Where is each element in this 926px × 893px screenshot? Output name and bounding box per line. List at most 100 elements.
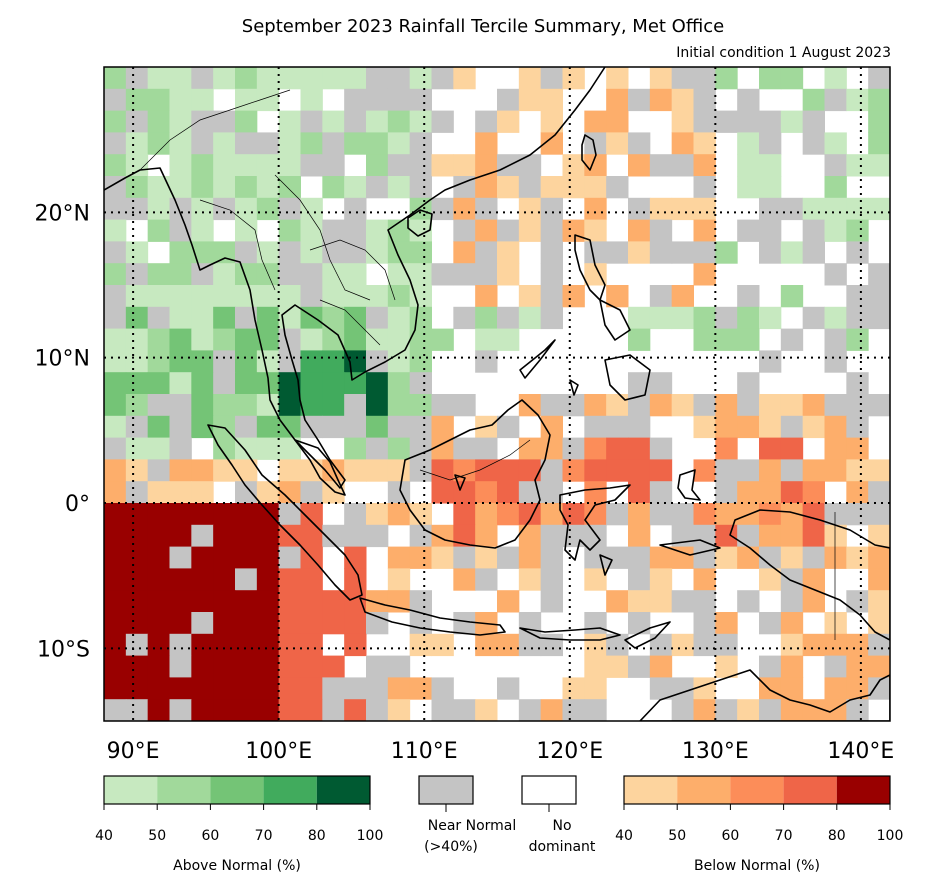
- grid-cell: [540, 197, 563, 221]
- grid-cell: [802, 306, 825, 330]
- lon-tick-label: 130°E: [682, 739, 749, 764]
- grid-cell: [824, 655, 847, 678]
- grid-cell: [824, 88, 847, 112]
- grid-cell: [868, 633, 890, 657]
- grid-cell: [344, 350, 367, 373]
- grid-cell: [584, 197, 607, 221]
- grid-cell: [497, 306, 520, 330]
- grid-cell: [125, 154, 149, 177]
- grid-cell: [497, 677, 520, 700]
- grid-cell: [344, 67, 367, 90]
- grid-cell: [213, 459, 236, 482]
- grid-cell: [780, 655, 804, 678]
- grid-cell: [562, 503, 585, 526]
- grid-cell: [278, 546, 301, 569]
- grid-cell: [780, 437, 804, 460]
- grid-cell: [715, 524, 738, 548]
- grid-cell: [191, 503, 214, 526]
- grid-cell: [780, 328, 804, 351]
- grid-cell: [715, 546, 738, 569]
- grid-cell: [235, 197, 258, 221]
- grid-cell: [540, 459, 563, 482]
- grid-cell: [169, 524, 192, 548]
- grid-cell: [562, 67, 585, 90]
- grid-cell: [606, 132, 629, 155]
- grid-cell: [169, 415, 192, 439]
- grid-cell: [169, 197, 192, 221]
- colorbar-above-segment: [210, 776, 264, 804]
- grid-cell: [868, 612, 890, 635]
- grid-cell: [737, 459, 760, 482]
- grid-cell: [235, 219, 258, 242]
- grid-cell: [802, 459, 825, 482]
- grid-cell: [846, 677, 869, 700]
- grid-cell: [366, 677, 389, 700]
- latitude-labels: 20°N 10°N 0° 10°S: [35, 201, 90, 662]
- grid-cell: [649, 633, 673, 657]
- grid-cell: [846, 590, 869, 613]
- grid-cell: [104, 612, 127, 635]
- grid-cell: [693, 154, 716, 177]
- grid-cell: [322, 415, 345, 439]
- grid-cell: [104, 263, 127, 286]
- grid-cell: [278, 655, 301, 678]
- grid-cell: [780, 524, 804, 548]
- coast-visayas: [599, 299, 631, 341]
- grid-cell: [497, 328, 520, 351]
- grid-cell: [147, 306, 170, 330]
- grid-cell: [147, 132, 170, 155]
- grid-cell: [300, 197, 323, 221]
- grid-cell: [759, 110, 782, 133]
- grid-cell: [431, 328, 454, 351]
- grid-cell: [366, 612, 389, 635]
- grid-cell: [737, 219, 760, 242]
- grid-cell: [366, 437, 389, 460]
- coast-malaya: [294, 439, 346, 496]
- grid-cell: [453, 481, 476, 504]
- grid-cell: [387, 677, 411, 700]
- grid-cell: [147, 612, 170, 635]
- grid-cell: [256, 394, 280, 417]
- grid-cell: [235, 481, 258, 504]
- grid-cell: [169, 372, 192, 395]
- grid-cell: [278, 394, 301, 417]
- grid-cell: [715, 110, 738, 133]
- grid-cell: [191, 415, 214, 439]
- grid-cell: [671, 197, 694, 221]
- grid-cell: [780, 241, 804, 264]
- grid-cell: [104, 459, 127, 482]
- grid-cell: [431, 110, 454, 133]
- near-normal-swatch: [418, 775, 474, 805]
- grid-cell: [235, 350, 258, 373]
- grid-cell: [366, 503, 389, 526]
- grid-cell: [147, 524, 170, 548]
- grid-cell: [737, 415, 760, 439]
- grid-cell: [453, 503, 476, 526]
- grid-cell: [387, 394, 411, 417]
- grid-cell: [584, 503, 607, 526]
- grid-cell: [278, 154, 301, 177]
- grid-cell: [649, 503, 673, 526]
- grid-cell: [125, 372, 149, 395]
- grid-cell: [366, 67, 389, 90]
- grid-cell: [344, 219, 367, 242]
- grid-cell: [518, 394, 542, 417]
- grid-cell: [802, 546, 825, 569]
- grid-cell: [693, 67, 716, 90]
- grid-cell: [802, 481, 825, 504]
- grid-cell: [409, 306, 432, 330]
- grid-cell: [366, 176, 389, 199]
- grid-cell: [213, 633, 236, 657]
- grid-cell: [453, 241, 476, 264]
- grid-cell: [191, 546, 214, 569]
- grid-cell: [540, 285, 563, 308]
- grid-cell: [409, 372, 432, 395]
- grid-cell: [540, 633, 563, 657]
- grid-cell: [780, 285, 804, 308]
- grid-cell: [366, 219, 389, 242]
- grid-cell: [256, 132, 280, 155]
- grid-cell: [584, 415, 607, 439]
- grid-cell: [387, 67, 411, 90]
- grid-cell: [431, 699, 454, 721]
- grid-cell: [715, 306, 738, 330]
